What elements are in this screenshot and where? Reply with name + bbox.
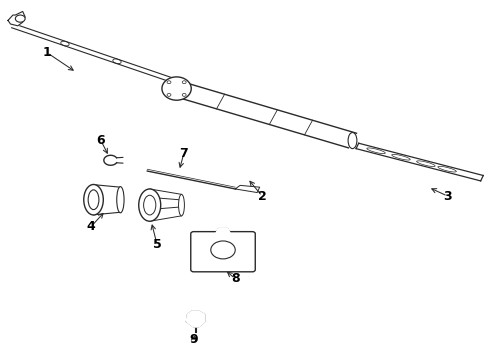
Text: 6: 6 — [97, 134, 105, 147]
Polygon shape — [8, 12, 25, 26]
Text: 2: 2 — [258, 190, 267, 203]
Ellipse shape — [367, 148, 385, 154]
Text: 7: 7 — [179, 147, 188, 159]
FancyBboxPatch shape — [191, 231, 255, 272]
Ellipse shape — [144, 195, 156, 215]
Ellipse shape — [88, 190, 99, 210]
Text: 9: 9 — [189, 333, 198, 346]
Circle shape — [167, 81, 171, 84]
Ellipse shape — [392, 154, 410, 160]
Polygon shape — [235, 185, 260, 193]
Ellipse shape — [84, 184, 103, 215]
Text: 3: 3 — [443, 190, 452, 203]
Text: 1: 1 — [43, 46, 51, 59]
Polygon shape — [157, 198, 181, 209]
Circle shape — [182, 94, 186, 96]
Circle shape — [211, 241, 235, 259]
Text: 4: 4 — [87, 220, 96, 233]
Circle shape — [15, 15, 25, 22]
Ellipse shape — [438, 166, 456, 172]
Ellipse shape — [416, 161, 435, 167]
Ellipse shape — [117, 186, 124, 213]
Text: 8: 8 — [231, 272, 240, 285]
Ellipse shape — [162, 77, 191, 100]
Text: 5: 5 — [153, 238, 161, 251]
Ellipse shape — [178, 194, 184, 216]
Ellipse shape — [139, 189, 161, 221]
Circle shape — [182, 81, 186, 84]
Circle shape — [167, 94, 171, 96]
Polygon shape — [186, 311, 205, 327]
Polygon shape — [216, 228, 230, 234]
Ellipse shape — [348, 132, 357, 149]
